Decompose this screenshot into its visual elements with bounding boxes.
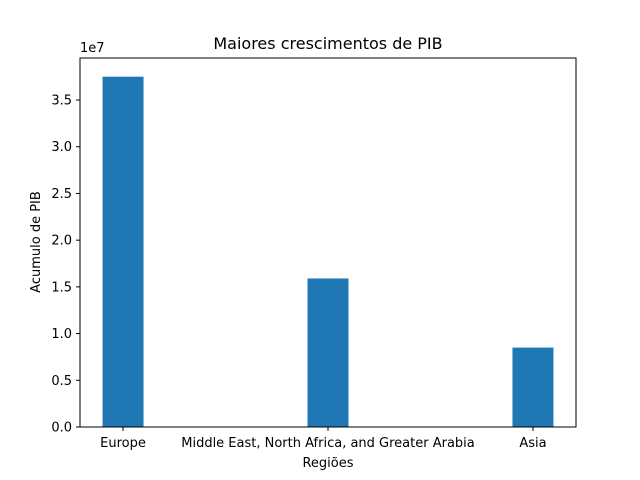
chart-title: Maiores crescimentos de PIB bbox=[213, 34, 442, 53]
y-axis-title: Acumulo de PIB bbox=[29, 191, 44, 293]
y-tick-label-5: 2.5 bbox=[51, 187, 72, 202]
bar-0 bbox=[102, 76, 144, 428]
y-tick-label-1: 0.5 bbox=[51, 374, 72, 389]
y-tick-label-2: 1.0 bbox=[51, 327, 72, 342]
bar-1 bbox=[307, 278, 349, 427]
y-tick-label-3: 1.5 bbox=[51, 280, 72, 295]
y-tick-label-0: 0.0 bbox=[51, 421, 72, 436]
x-tick-label-2: Asia bbox=[519, 436, 546, 451]
x-axis-title: Regiões bbox=[302, 456, 353, 471]
y-tick-label-4: 2.0 bbox=[51, 234, 72, 249]
bar-2 bbox=[512, 347, 554, 427]
y-tick-label-6: 3.0 bbox=[51, 140, 72, 155]
y-axis-ticks: 0.0 0.5 1.0 1.5 2.0 2.5 3.0 3.5 bbox=[51, 94, 80, 436]
x-axis-ticks: Europe Middle East, North Africa, and Gre… bbox=[100, 427, 547, 451]
bars-group bbox=[102, 76, 554, 428]
x-tick-label-1: Middle East, North Africa, and Greater A… bbox=[181, 436, 475, 451]
x-tick-label-0: Europe bbox=[100, 436, 146, 451]
y-axis-offset-label: 1e7 bbox=[80, 41, 105, 56]
y-tick-label-7: 3.5 bbox=[51, 94, 72, 109]
